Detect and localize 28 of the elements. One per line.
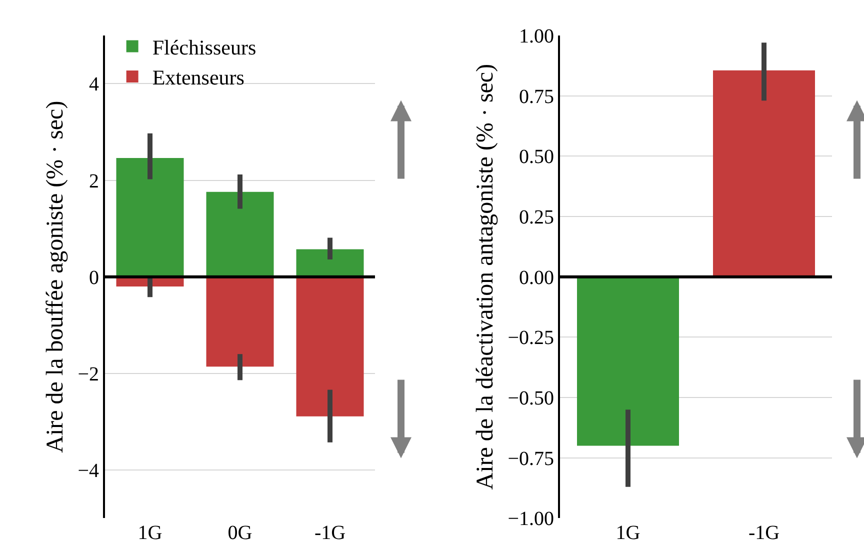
y-tick-label: −0.25 [508, 327, 554, 350]
legend-label: Extenseurs [152, 66, 244, 90]
x-tick-label: -1G [748, 522, 780, 544]
y-tick-label: 0.50 [519, 146, 554, 168]
x-tick-label: 1G [138, 522, 162, 544]
y-tick-label: 0 [89, 266, 99, 289]
y-tick-label: −0.50 [508, 388, 554, 410]
y-axis-title: Aire de la déactivation antagoniste (% · sec) [472, 64, 498, 490]
x-tick-label: 1G [616, 522, 640, 544]
y-tick-label: −0.75 [508, 448, 554, 470]
bar [206, 276, 274, 367]
y-tick-label: 0.25 [519, 206, 554, 228]
bar [116, 158, 184, 277]
y-tick-label: 1.00 [519, 25, 554, 48]
y-tick-label: 2 [89, 170, 99, 192]
y-tick-label: 0.00 [519, 266, 554, 289]
y-tick-label: −1.00 [508, 508, 554, 530]
bar [206, 192, 274, 277]
bar [296, 276, 364, 416]
y-axis-title: Aire de la bouffée agoniste (% · sec) [42, 100, 68, 453]
y-tick-label: 4 [89, 74, 99, 96]
y-tick-label: −4 [78, 460, 99, 482]
x-tick-label: -1G [314, 522, 346, 544]
legend-label: Fléchisseurs [152, 35, 256, 60]
bar [296, 249, 364, 277]
y-tick-label: 0.75 [519, 86, 554, 108]
y-tick-label: −2 [78, 363, 99, 386]
x-tick-label: 0G [228, 522, 252, 544]
